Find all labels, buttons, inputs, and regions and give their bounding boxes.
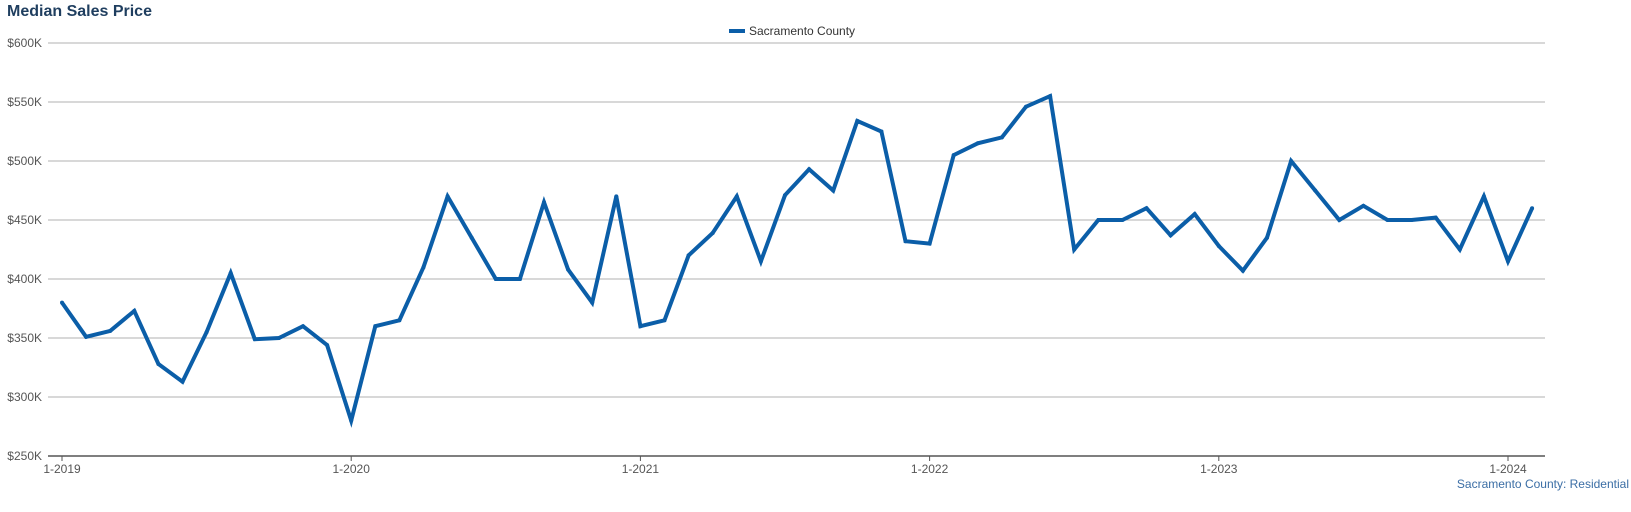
data-point bbox=[1265, 235, 1269, 240]
x-tick-label: 1-2022 bbox=[911, 462, 949, 476]
y-tick-label: $550K bbox=[7, 95, 42, 109]
data-point bbox=[156, 361, 161, 366]
data-point bbox=[542, 200, 546, 205]
data-point bbox=[1024, 104, 1028, 109]
x-tick-label: 1-2019 bbox=[43, 462, 81, 476]
data-point bbox=[301, 324, 305, 329]
data-point bbox=[1337, 218, 1342, 222]
y-tick-label: $500K bbox=[7, 154, 42, 168]
data-point bbox=[710, 230, 715, 235]
data-point bbox=[1506, 259, 1510, 264]
legend[interactable]: Sacramento County bbox=[729, 24, 855, 38]
data-point bbox=[469, 235, 474, 240]
data-point bbox=[1289, 159, 1294, 163]
x-tick-label: 1-2024 bbox=[1489, 462, 1527, 476]
data-point bbox=[252, 337, 257, 342]
y-tick-label: $250K bbox=[7, 449, 42, 463]
data-point bbox=[325, 343, 330, 348]
data-point bbox=[1409, 218, 1414, 222]
data-point bbox=[1361, 203, 1366, 208]
x-axis: 1-2019 1-2020 1-2021 1-2022 1-2023 1-2024 bbox=[43, 455, 1545, 476]
data-point bbox=[734, 194, 739, 199]
source-note: Sacramento County: Residential bbox=[1457, 477, 1629, 491]
x-tick-label: 1-2020 bbox=[333, 462, 371, 476]
y-tick-label: $350K bbox=[7, 331, 42, 345]
data-point bbox=[1313, 188, 1318, 193]
data-point bbox=[397, 318, 402, 323]
data-point bbox=[1216, 243, 1221, 248]
data-point bbox=[1192, 212, 1197, 217]
data-point bbox=[1481, 194, 1486, 199]
data-point bbox=[662, 318, 667, 323]
y-tick-label: $450K bbox=[7, 213, 42, 227]
data-point bbox=[204, 330, 209, 335]
legend-label-sacramento-county: Sacramento County bbox=[749, 24, 855, 38]
data-point bbox=[132, 308, 137, 313]
data-point bbox=[758, 259, 763, 264]
data-point bbox=[373, 324, 378, 329]
data-point bbox=[783, 193, 787, 198]
y-tick-label: $400K bbox=[7, 272, 42, 286]
data-point bbox=[1433, 215, 1438, 220]
chart-title: Median Sales Price bbox=[7, 3, 152, 20]
data-point bbox=[831, 188, 836, 193]
data-point bbox=[1385, 218, 1390, 222]
data-point bbox=[445, 194, 450, 199]
data-point bbox=[276, 336, 281, 340]
data-point bbox=[686, 253, 691, 258]
data-point bbox=[590, 300, 595, 305]
y-axis-labels: $250K $300K $350K $400K $450K $500K $550K $600K bbox=[7, 36, 42, 463]
data-point bbox=[614, 194, 619, 199]
data-point bbox=[228, 271, 233, 276]
data-point bbox=[421, 265, 426, 270]
data-point bbox=[84, 334, 89, 339]
data-point bbox=[1096, 218, 1101, 222]
data-point bbox=[1072, 247, 1077, 252]
data-point bbox=[807, 167, 812, 172]
data-point bbox=[1530, 206, 1535, 211]
data-point bbox=[879, 129, 884, 134]
data-point bbox=[975, 141, 980, 146]
data-point bbox=[108, 328, 113, 333]
gridlines bbox=[48, 42, 1545, 398]
data-point bbox=[517, 277, 522, 281]
data-point bbox=[927, 241, 932, 246]
data-point bbox=[1457, 247, 1462, 252]
x-tick-label: 1-2023 bbox=[1200, 462, 1238, 476]
data-point bbox=[493, 277, 498, 281]
data-point bbox=[1144, 206, 1149, 211]
data-point bbox=[1168, 233, 1173, 238]
data-point bbox=[1240, 268, 1245, 273]
data-point bbox=[999, 135, 1004, 140]
data-point bbox=[180, 379, 185, 384]
data-point bbox=[1120, 218, 1125, 222]
y-tick-label: $300K bbox=[7, 390, 42, 404]
series-layer bbox=[60, 93, 1535, 428]
data-point bbox=[855, 118, 860, 123]
data-point bbox=[60, 300, 64, 305]
data-point bbox=[349, 418, 354, 423]
y-tick-label: $600K bbox=[7, 36, 42, 50]
x-tick-label: 1-2021 bbox=[622, 462, 660, 476]
data-point bbox=[903, 239, 908, 244]
series-line-sacramento-county bbox=[60, 93, 1534, 428]
data-point bbox=[951, 153, 956, 158]
data-point bbox=[566, 267, 571, 272]
data-point bbox=[1048, 94, 1053, 99]
data-point bbox=[638, 324, 643, 329]
